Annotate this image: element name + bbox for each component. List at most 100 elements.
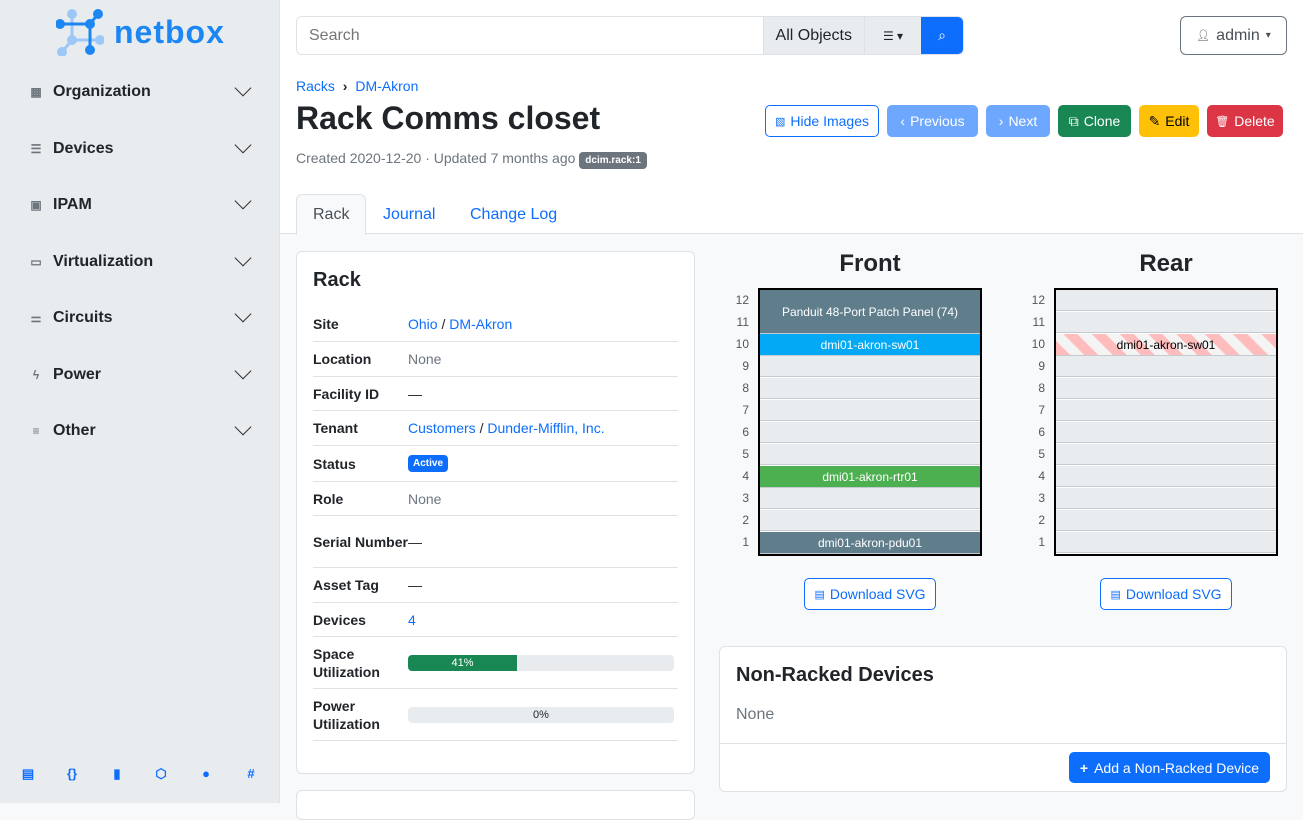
- card-title: Rack: [313, 269, 361, 291]
- filter-icon: ☰ ▾: [882, 28, 904, 43]
- rack-unit-slot[interactable]: [1056, 378, 1276, 400]
- power-utilization-bar: 0%: [408, 706, 674, 723]
- next-button[interactable]: › Next: [986, 105, 1050, 137]
- clone-button[interactable]: ⧉ Clone: [1058, 105, 1131, 137]
- chevron-down-icon: [234, 249, 252, 267]
- rack-unit-slot[interactable]: [1056, 312, 1276, 334]
- netbox-logo[interactable]: netbox: [56, 8, 225, 56]
- nav-label: IPAM: [53, 196, 92, 213]
- hide-images-button[interactable]: ▧ Hide Images: [765, 105, 879, 137]
- ip-icon: ▣: [30, 198, 42, 212]
- edit-button[interactable]: ✎ Edit: [1139, 105, 1199, 137]
- header: All Objects ☰ ▾ ⌕ 👤︎ admin ▾ Racks › DM-Ak…: [280, 0, 1303, 235]
- row-asset-tag: Asset Tag —: [313, 568, 678, 603]
- nav-label: Circuits: [53, 309, 113, 326]
- label: Serial Number: [313, 533, 408, 550]
- sidebar-item-organization[interactable]: ▦ Organization: [0, 72, 279, 112]
- add-non-racked-device-button[interactable]: + Add a Non-Racked Device: [1069, 752, 1270, 783]
- rack-device[interactable]: Panduit 48-Port Patch Panel (74): [760, 290, 980, 334]
- sidebar-item-ipam[interactable]: ▣ IPAM: [0, 185, 279, 225]
- plus-icon: +: [1079, 759, 1089, 776]
- nav-label: Virtualization: [53, 253, 154, 270]
- rack-unit-slot[interactable]: [760, 378, 980, 400]
- btn-label: Edit: [1165, 113, 1190, 129]
- slack-icon[interactable]: #: [247, 766, 255, 781]
- rack-unit-slot[interactable]: [760, 422, 980, 444]
- sidebar-item-power[interactable]: ϟ Power: [0, 355, 279, 395]
- tab-rack[interactable]: Rack: [296, 194, 366, 235]
- docs-icon[interactable]: ▤: [21, 766, 35, 781]
- sidebar-item-virtualization[interactable]: ▭ Virtualization: [0, 242, 279, 282]
- breadcrumb-racks[interactable]: Racks: [296, 78, 335, 94]
- rack-unit-slot[interactable]: [1056, 532, 1276, 554]
- chevron-down-icon: [234, 305, 252, 323]
- delete-button[interactable]: 🗑︎ Delete: [1207, 105, 1283, 137]
- tenant-group-link[interactable]: Customers: [408, 420, 476, 436]
- devices-link[interactable]: 4: [408, 611, 416, 628]
- trash-icon: 🗑︎: [1215, 115, 1230, 128]
- site-link[interactable]: DM-Akron: [449, 316, 513, 332]
- graphql-icon[interactable]: ⬡: [155, 766, 167, 781]
- pencil-icon: ✎: [1148, 112, 1161, 129]
- chevron-down-icon: [234, 362, 252, 380]
- btn-label: Download SVG: [1125, 586, 1222, 602]
- rack-unit-slot[interactable]: [1056, 466, 1276, 488]
- value: —: [408, 533, 422, 550]
- rack-unit-slot[interactable]: [1056, 356, 1276, 378]
- rack-unit-slot[interactable]: [760, 444, 980, 466]
- sidebar: netbox ▦ Organization ☰ Devices ▣ IPAM ▭ Vir…: [0, 0, 280, 803]
- rack-device[interactable]: dmi01-akron-pdu01: [760, 532, 980, 554]
- user-icon: 👤︎: [1196, 30, 1211, 42]
- chevron-right-icon: ›: [342, 78, 348, 94]
- rack-unit-slot[interactable]: [1056, 290, 1276, 312]
- rack-unit-slot[interactable]: [1056, 400, 1276, 422]
- book-icon[interactable]: ▮: [113, 766, 121, 781]
- unit-number: 1: [1038, 535, 1045, 549]
- unit-number: 5: [1038, 447, 1045, 461]
- unit-number: 1: [742, 535, 749, 549]
- tab-journal[interactable]: Journal: [367, 194, 451, 235]
- download-front-svg-button[interactable]: ▤ Download SVG: [804, 578, 936, 610]
- label: Role: [313, 490, 344, 507]
- rack-unit-slot[interactable]: [760, 356, 980, 378]
- sidebar-item-other[interactable]: ≡ Other: [0, 411, 279, 451]
- api-icon[interactable]: {}: [66, 766, 78, 781]
- rack-unit-slot[interactable]: [1056, 510, 1276, 532]
- rack-unit-slot[interactable]: [1056, 488, 1276, 510]
- server-icon: ☰: [30, 142, 42, 156]
- rack-unit-slot[interactable]: [760, 400, 980, 422]
- sidebar-item-devices[interactable]: ☰ Devices: [0, 129, 279, 169]
- rack-unit-slot[interactable]: [1056, 422, 1276, 444]
- row-location: Location None: [313, 342, 678, 377]
- github-icon[interactable]: ●: [202, 766, 210, 781]
- btn-label: Previous: [910, 113, 965, 129]
- object-tag-badge: dcim.rack:1: [579, 152, 647, 169]
- rack-unit-slot[interactable]: [760, 510, 980, 532]
- btn-label: Delete: [1234, 113, 1275, 129]
- rack-unit-slot[interactable]: [1056, 444, 1276, 466]
- search-input[interactable]: [297, 17, 763, 54]
- chevron-down-icon: [234, 79, 252, 97]
- unit-number: 12: [735, 293, 749, 307]
- rack-device[interactable]: dmi01-akron-sw01: [760, 334, 980, 356]
- label: Location: [313, 351, 372, 367]
- download-rear-svg-button[interactable]: ▤ Download SVG: [1100, 578, 1232, 610]
- site-link[interactable]: Ohio: [408, 316, 438, 332]
- breadcrumb-site[interactable]: DM-Akron: [355, 78, 419, 94]
- search-button[interactable]: ⌕: [921, 17, 963, 54]
- tab-change-log[interactable]: Change Log: [454, 194, 573, 235]
- rack-unit-slot[interactable]: [760, 488, 980, 510]
- filter-dropdown[interactable]: ☰ ▾: [864, 17, 921, 54]
- sidebar-item-circuits[interactable]: ⚌ Circuits: [0, 298, 279, 338]
- tab-label: Rack: [313, 206, 350, 223]
- username: admin: [1216, 26, 1260, 44]
- unit-number: 11: [736, 315, 749, 329]
- label: Asset Tag: [313, 577, 379, 593]
- user-menu[interactable]: 👤︎ admin ▾: [1180, 16, 1287, 55]
- search-scope-dropdown[interactable]: All Objects: [762, 17, 864, 54]
- previous-button[interactable]: ‹ Previous: [887, 105, 978, 137]
- value: —: [408, 577, 422, 593]
- rack-device[interactable]: dmi01-akron-rtr01: [760, 466, 980, 488]
- tenant-link[interactable]: Dunder-Mifflin, Inc.: [487, 420, 605, 436]
- rack-device[interactable]: dmi01-akron-sw01: [1056, 334, 1276, 356]
